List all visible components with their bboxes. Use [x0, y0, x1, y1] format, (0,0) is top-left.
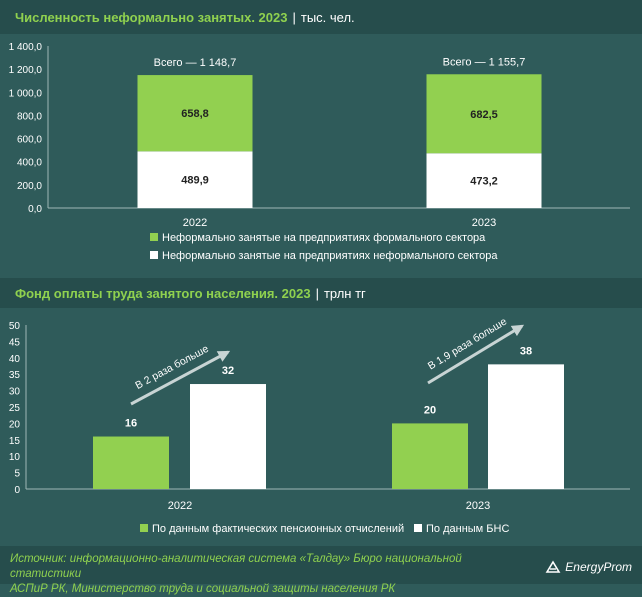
chart1-header: Численность неформально занятых. 2023 | …: [0, 0, 642, 34]
legend-label: Неформально занятые на предприятиях форм…: [162, 232, 486, 244]
bar-value-label: 32: [222, 365, 234, 377]
y-tick-label: 25: [9, 403, 21, 414]
bar-value-label: 473,2: [470, 176, 498, 188]
y-tick-label: 50: [9, 321, 21, 332]
chart1-svg: 0,0 200,0 400,0 600,0 800,0 1 000,0 1 200,0 1 4…: [9, 42, 630, 262]
bar-segment: [137, 151, 253, 208]
annotation-label: В 1,9 раза больше: [426, 315, 509, 372]
annotation-arrow: [130, 350, 231, 406]
y-tick-label: 20: [9, 419, 21, 430]
energyprom-logo: EnergyProm: [545, 560, 632, 574]
chart1-unit: тыс. чел.: [300, 9, 355, 25]
source-text: Источник: информационно-аналитическая си…: [10, 552, 530, 597]
y-tick-label: 1 200,0: [9, 65, 43, 76]
y-tick-label: 30: [9, 387, 21, 398]
annotation-arrow: [427, 324, 525, 385]
bar-segment: [426, 153, 542, 208]
header-separator: |: [292, 9, 296, 25]
legend-label: По данным фактических пенсионных отчисле…: [152, 523, 404, 535]
bar: [190, 384, 266, 489]
bar-value-label: 658,8: [181, 108, 209, 120]
header-separator: |: [315, 285, 319, 301]
x-tick-label: 2022: [183, 217, 207, 229]
y-tick-label: 40: [9, 354, 21, 365]
y-tick-label: 400,0: [17, 158, 42, 169]
y-tick-label: 200,0: [17, 181, 42, 192]
source-line-2: АСПиР РК, Министерство труда и социально…: [10, 583, 396, 595]
bar-total-label: Всего — 1 148,7: [154, 57, 237, 69]
logo-icon: [545, 560, 561, 573]
footer: Источник: информационно-аналитическая си…: [0, 546, 642, 595]
bar: [488, 364, 564, 489]
y-tick-label: 1 400,0: [9, 42, 43, 53]
bar-value-label: 38: [520, 345, 532, 357]
x-tick-label: 2023: [466, 500, 490, 512]
bar-value-label: 16: [125, 418, 137, 430]
y-tick-label: 600,0: [17, 135, 42, 146]
bar-segment: [137, 75, 253, 152]
legend-swatch: [150, 251, 158, 259]
legend-swatch: [414, 524, 422, 532]
bar-total-label: Всего — 1 155,7: [443, 56, 526, 68]
y-tick-label: 45: [9, 337, 21, 348]
y-tick-label: 800,0: [17, 111, 42, 122]
y-tick-label: 1 000,0: [9, 88, 43, 99]
chart2-title: Фонд оплаты труда занятого населения. 20…: [15, 285, 311, 301]
legend-swatch: [140, 524, 148, 532]
bar-segment: [426, 74, 542, 154]
y-tick-label: 0,0: [28, 204, 42, 215]
bar-value-label: 20: [424, 404, 436, 416]
y-tick-label: 15: [9, 436, 21, 447]
source-line-1: Источник: информационно-аналитическая си…: [10, 553, 462, 580]
bar: [93, 436, 169, 489]
x-tick-label: 2023: [472, 217, 496, 229]
x-tick-label: 2022: [168, 500, 192, 512]
y-tick-label: 10: [9, 452, 21, 463]
legend-label: По данным БНС: [426, 523, 509, 535]
bar-value-label: 682,5: [470, 109, 498, 121]
legend-swatch: [150, 233, 158, 241]
legend-label: Неформально занятые на предприятиях нефо…: [162, 250, 498, 262]
bar-value-label: 489,9: [181, 175, 209, 187]
chart2-header: Фонд оплаты труда занятого населения. 20…: [0, 278, 642, 308]
y-tick-label: 0: [14, 485, 20, 496]
bar: [392, 423, 468, 489]
y-tick-label: 5: [14, 469, 20, 480]
chart1-title: Численность неформально занятых. 2023: [15, 9, 288, 25]
chart2-unit: трлн тг: [323, 285, 366, 301]
y-tick-label: 35: [9, 370, 21, 381]
logo-text: EnergyProm: [565, 560, 632, 574]
